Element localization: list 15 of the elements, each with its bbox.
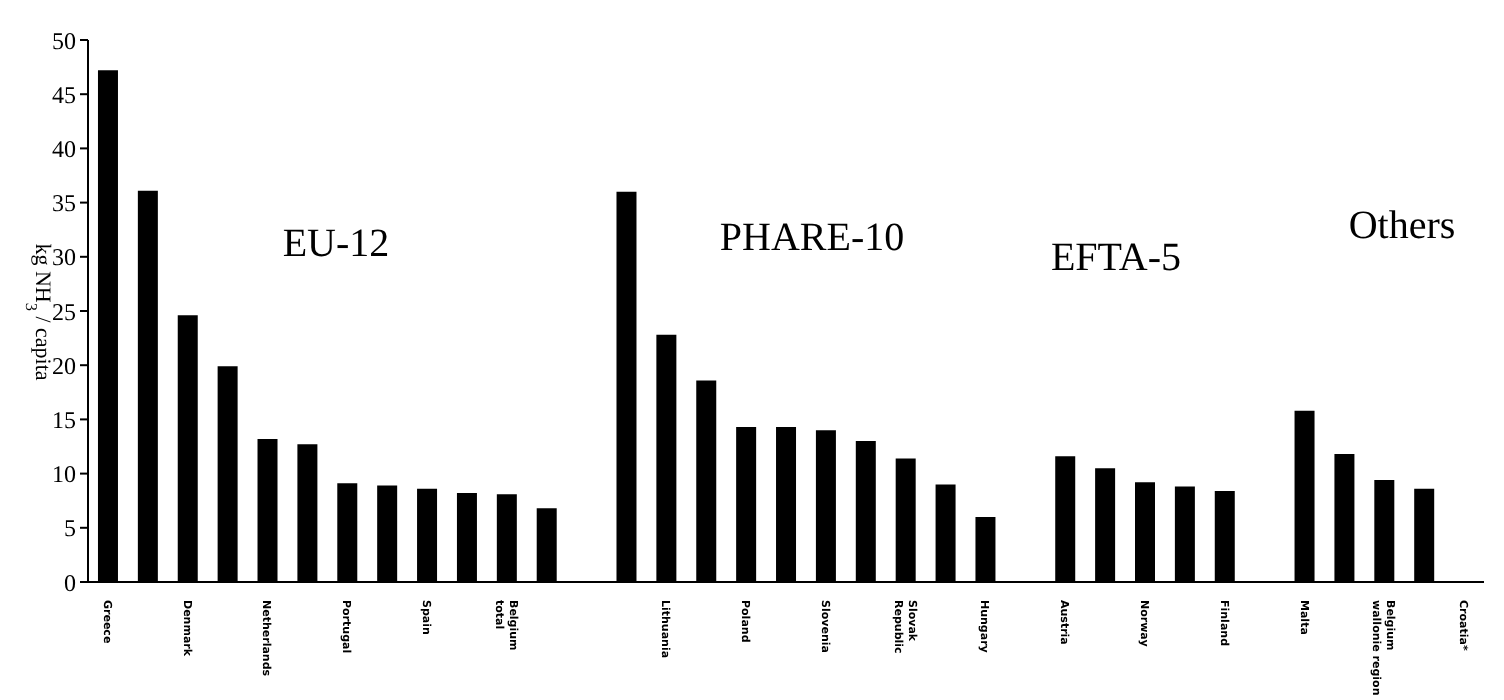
y-tick-label: 0 (64, 568, 76, 597)
y-tick-label: 5 (64, 514, 76, 543)
annotation: Others (1348, 204, 1456, 248)
annotation: EU-12 (282, 222, 390, 266)
y-tick-label: 50 (52, 26, 76, 55)
y-tick-label: 35 (52, 189, 76, 218)
annotation: PHARE-10 (719, 216, 905, 260)
annotation: EFTA-5 (1050, 236, 1182, 280)
y-tick-label: 30 (52, 243, 76, 272)
y-tick-label: 25 (52, 297, 76, 326)
y-tick-label: 10 (52, 460, 76, 489)
y-tick-label: 15 (52, 405, 76, 434)
y-tick-label: 40 (52, 134, 76, 163)
y-tick-label: 20 (52, 351, 76, 380)
y-tick-label: 45 (52, 80, 76, 109)
